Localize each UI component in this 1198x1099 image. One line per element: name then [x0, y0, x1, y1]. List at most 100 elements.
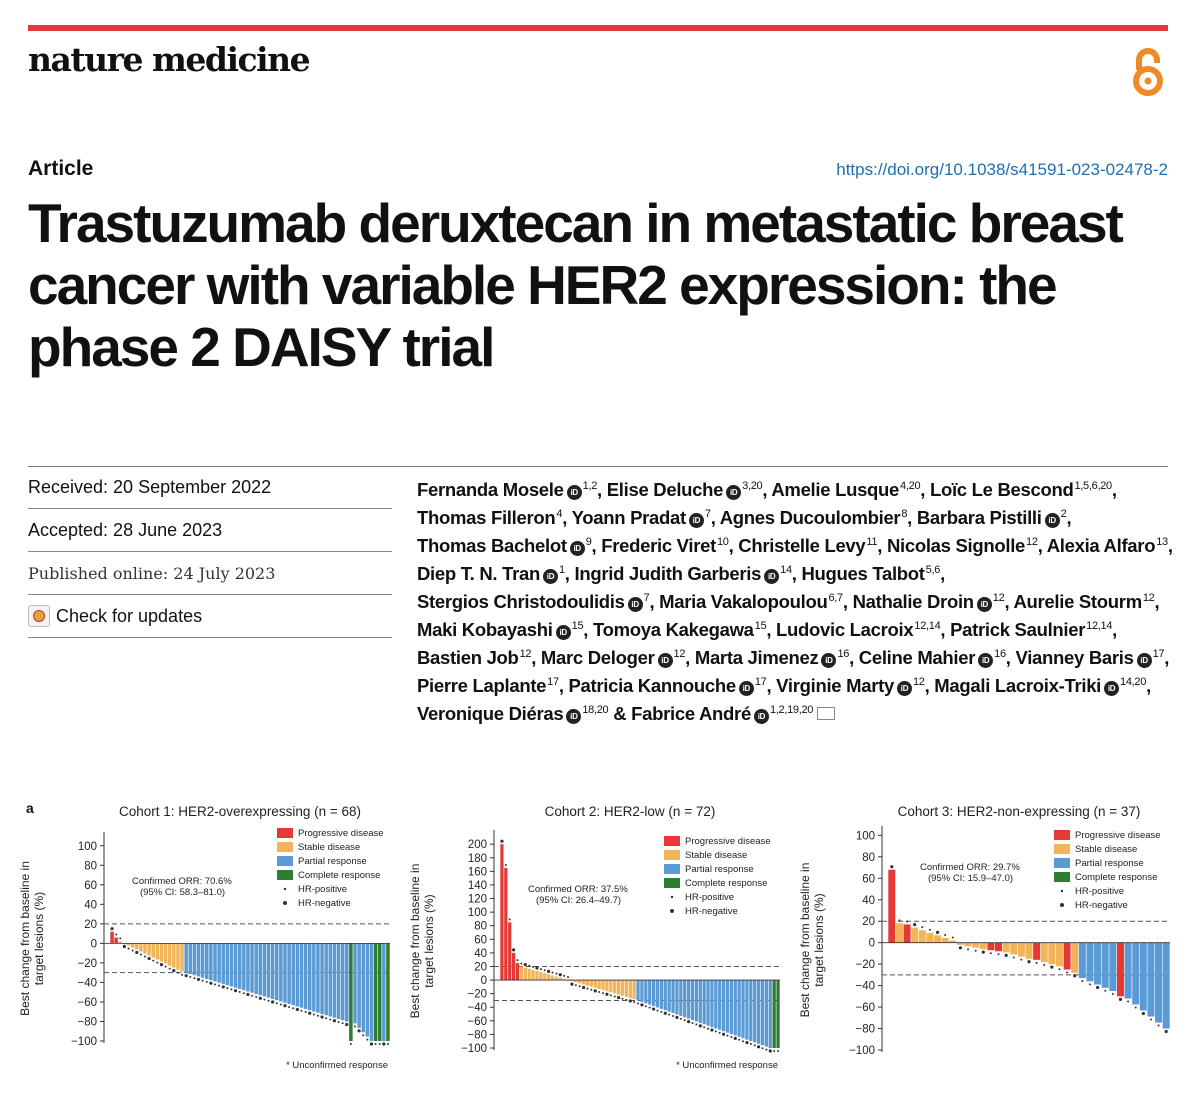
email-icon[interactable] [817, 707, 836, 720]
author[interactable]: Maki Kobayashi iD15 [417, 619, 584, 640]
author[interactable]: Pierre Laplante17 [417, 675, 559, 696]
author[interactable]: Aurelie Stourm12 [1013, 591, 1154, 612]
author[interactable]: Loïc Le Bescond1,5,6,20 [930, 479, 1112, 500]
bar [519, 966, 524, 981]
author[interactable]: Thomas Bachelot iD9 [417, 535, 592, 556]
author[interactable]: Christelle Levy11 [738, 535, 877, 556]
author[interactable]: Diep T. N. Tran iD1 [417, 563, 565, 584]
legend-label: Progressive disease [1075, 830, 1161, 841]
hr-marker [761, 1047, 764, 1050]
author[interactable]: Marc Deloger iD12 [541, 647, 685, 668]
author[interactable]: Nicolas Signolle12 [887, 535, 1038, 556]
hr-marker [753, 1044, 756, 1047]
author[interactable]: Barbara Pistilli iD2 [917, 507, 1067, 528]
author[interactable]: Elise Deluche iD3,20 [607, 479, 763, 500]
author[interactable]: Fernanda Mosele iD1,2 [417, 479, 597, 500]
bar [527, 968, 531, 981]
bar [1002, 942, 1010, 953]
journal-name[interactable]: nature medicine [28, 40, 311, 79]
hr-marker [921, 926, 924, 929]
hr-marker [590, 988, 593, 991]
orcid-icon[interactable]: iD [542, 569, 558, 584]
check-updates-button[interactable]: Check for updates [28, 595, 392, 638]
author[interactable]: Ingrid Judith Garberis iD14 [574, 563, 792, 584]
bar [283, 943, 287, 1003]
bar [581, 980, 586, 985]
legend-label: Progressive disease [298, 828, 384, 839]
orcid-icon[interactable]: iD [627, 597, 643, 612]
orr-ci-label: (95% CI: 58.3–81.0) [140, 887, 225, 898]
author[interactable]: Patrick Saulnier12,14 [950, 619, 1112, 640]
author[interactable]: Agnes Ducoulombier8 [720, 507, 908, 528]
author[interactable]: Bastien Job12 [417, 647, 531, 668]
bar [291, 943, 295, 1006]
hr-marker [672, 1015, 675, 1018]
bar [1101, 942, 1109, 988]
orcid-icon[interactable]: iD [569, 541, 585, 556]
hr-marker [733, 1036, 737, 1041]
author[interactable]: Tomoya Kakegawa15 [593, 619, 767, 640]
author[interactable]: Ludovic Lacroix12,14 [776, 619, 941, 640]
orcid-icon[interactable]: iD [1104, 681, 1120, 696]
waterfall-chart-cohort-2: Cohort 2: HER2-low (n = 72) Best change f… [410, 804, 780, 1071]
hr-marker [369, 1042, 374, 1046]
author[interactable]: Vianney Baris iD17 [1015, 647, 1165, 668]
bar [609, 980, 613, 993]
bar [1063, 942, 1071, 970]
orcid-icon[interactable]: iD [688, 513, 704, 528]
y-tick-label: −100 [71, 1036, 97, 1048]
author[interactable]: Magali Lacroix-Triki iD14,20 [934, 675, 1146, 696]
hr-marker [989, 952, 992, 955]
orcid-icon[interactable]: iD [1136, 653, 1152, 668]
hr-marker [935, 930, 940, 934]
hr-marker [768, 1049, 772, 1053]
orcid-icon[interactable]: iD [978, 653, 994, 668]
hr-marker [520, 962, 523, 965]
hr-marker [512, 948, 516, 952]
y-tick-label: −20 [855, 959, 875, 971]
orcid-icon[interactable]: iD [896, 681, 912, 696]
hr-marker [119, 937, 122, 940]
hr-marker [777, 1050, 780, 1052]
orr-label: Confirmed ORR: 37.5% [528, 884, 628, 895]
orcid-icon[interactable]: iD [566, 709, 582, 724]
orcid-icon[interactable]: iD [753, 709, 769, 724]
author[interactable]: Fabrice André iD1,2,19,20 [631, 703, 836, 724]
author[interactable]: Hugues Talbot5,6 [801, 563, 940, 584]
author[interactable]: Stergios Christodoulidis iD7 [417, 591, 650, 612]
author[interactable]: Marta Jimenez iD16 [695, 647, 849, 668]
author[interactable]: Maria Vakalopoulou6,7 [659, 591, 843, 612]
author[interactable]: Veronique Diéras iD18,20 [417, 703, 609, 724]
author[interactable]: Nathalie Droin iD12 [853, 591, 1005, 612]
author[interactable]: Virginie Marty iD12 [776, 675, 925, 696]
orcid-icon[interactable]: iD [566, 485, 582, 500]
orcid-icon[interactable]: iD [738, 681, 754, 696]
doi-link[interactable]: https://doi.org/10.1038/s41591-023-02478… [836, 160, 1168, 179]
bar [616, 980, 621, 995]
bar [151, 943, 155, 958]
orcid-icon[interactable]: iD [976, 597, 992, 612]
author[interactable]: Amelie Lusque4,20 [771, 479, 920, 500]
orcid-icon[interactable]: iD [821, 653, 837, 668]
author-name: Virginie Marty [776, 675, 894, 696]
author[interactable]: Alexia Alfaro13 [1047, 535, 1168, 556]
bar [776, 980, 780, 1048]
author[interactable]: Frederic Viret10 [601, 535, 729, 556]
orcid-icon[interactable]: iD [555, 625, 571, 640]
bar [636, 980, 640, 1001]
hr-marker [683, 1019, 686, 1022]
orcid-icon[interactable]: iD [657, 653, 673, 668]
author[interactable]: Patricia Kannouche iD17 [569, 675, 767, 696]
author[interactable]: Thomas Filleron4 [417, 507, 563, 528]
bar [114, 937, 118, 944]
orcid-icon[interactable]: iD [1044, 513, 1060, 528]
bar [250, 943, 254, 993]
author[interactable]: Yoann Pradat iD7 [572, 507, 711, 528]
author-affiliation: 17 [1152, 648, 1165, 660]
hr-marker [714, 1030, 717, 1033]
hr-marker [1157, 1024, 1160, 1027]
bar [233, 943, 238, 988]
orcid-icon[interactable]: iD [726, 485, 742, 500]
author[interactable]: Celine Mahier iD16 [859, 647, 1006, 668]
orcid-icon[interactable]: iD [764, 569, 780, 584]
